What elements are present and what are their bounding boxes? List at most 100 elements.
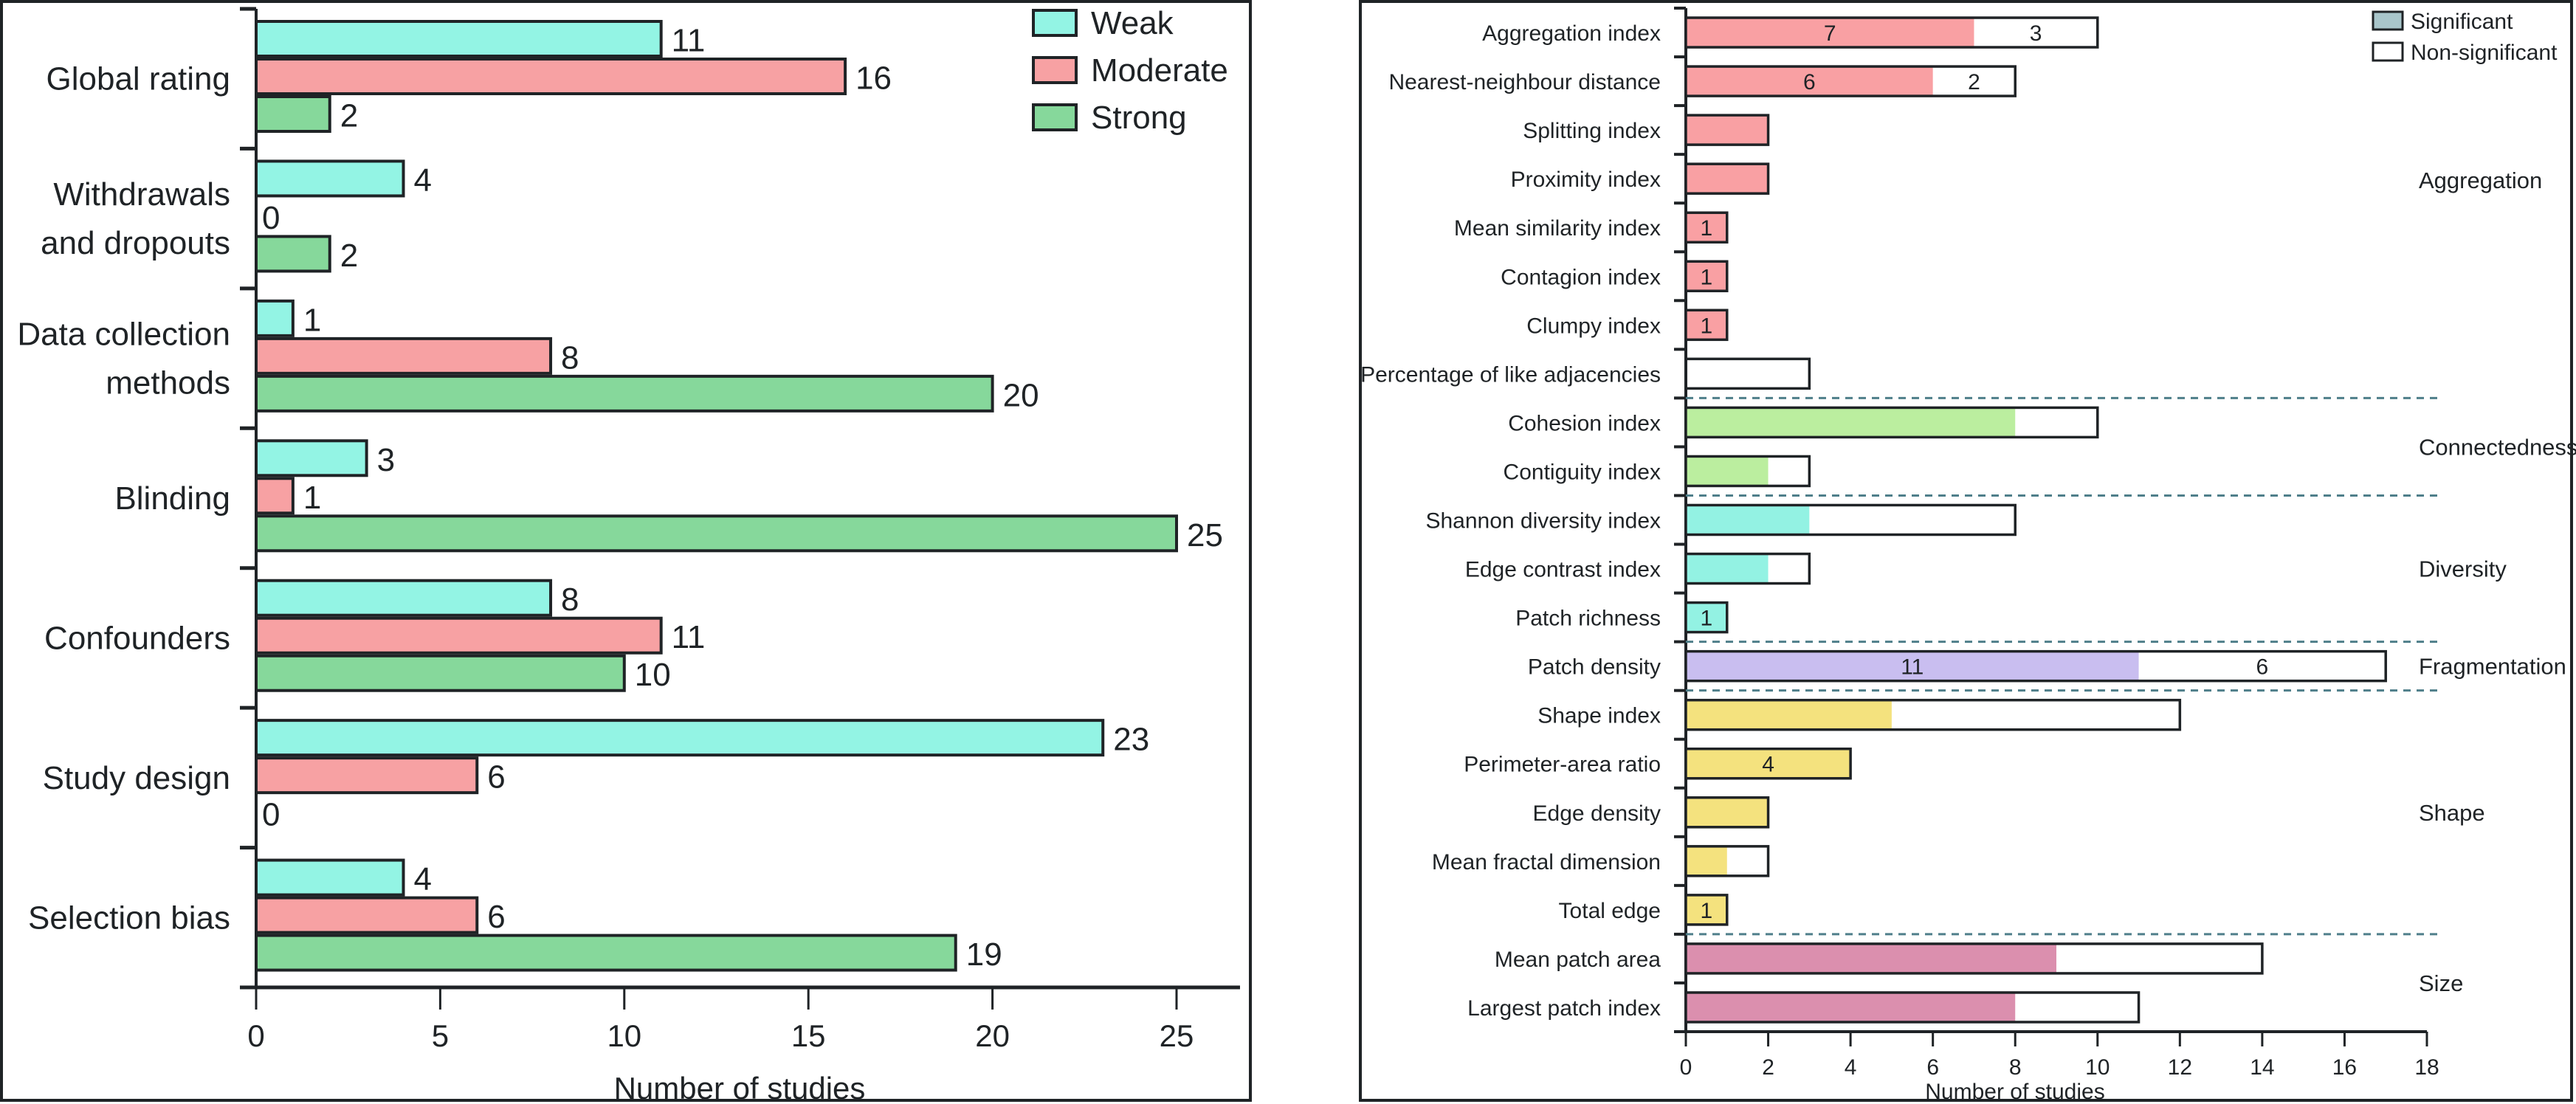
right-bar-total-outline	[1684, 845, 1770, 877]
right-bar-significant	[1686, 943, 2056, 973]
left-x-axis-title: Number of studies	[614, 1071, 866, 1104]
right-metric-label: Shape index	[1537, 704, 1661, 728]
right-x-tick-label: 18	[2414, 1055, 2439, 1080]
right-bar-nonsignificant-label: 2	[1968, 70, 1980, 94]
left-bar-weak	[255, 439, 368, 477]
left-x-tick-label: 15	[791, 1018, 826, 1053]
left-bar-value-label: 2	[340, 98, 358, 134]
right-metric-label: Clumpy index	[1526, 314, 1661, 338]
right-bar-significant	[1686, 505, 1810, 535]
right-metric-label: Contagion index	[1501, 265, 1661, 289]
right-bar-total-outline	[1684, 357, 1811, 390]
right-metric-label: Aggregation index	[1482, 21, 1661, 46]
right-bar-significant	[1686, 310, 1727, 340]
right-x-tick-label: 4	[1845, 1055, 1857, 1080]
left-bar-value-label: 4	[414, 861, 432, 897]
left-category-label: Study design	[43, 760, 230, 796]
right-metric-label: Patch density	[1528, 655, 1661, 680]
legend-swatch-weak	[1032, 9, 1078, 37]
left-category-label: Withdrawals	[53, 176, 230, 213]
left-bar-value-label: 1	[303, 480, 321, 516]
right-bar-total-outline	[1684, 894, 1729, 926]
legend-label-non-significant: Non-significant	[2411, 41, 2558, 65]
left-category-label: Blinding	[114, 480, 230, 517]
right-bar-significant-label: 1	[1701, 265, 1713, 289]
right-metric-label: Splitting index	[1523, 119, 1661, 143]
right-metric-label: Largest patch index	[1467, 996, 1661, 1021]
right-bar-total-outline	[1684, 552, 1811, 585]
right-bar-significant	[1686, 748, 1851, 779]
left-bar-value-label: 25	[1187, 517, 1223, 553]
right-metric-label: Proximity index	[1511, 168, 1661, 192]
left-bar-value-label: 2	[340, 238, 358, 274]
left-bar-weak	[255, 719, 1105, 757]
left-bar-strong	[255, 95, 331, 133]
right-metric-label: Nearest-neighbour distance	[1388, 70, 1661, 94]
legend-label-weak: Weak	[1091, 5, 1174, 41]
left-bar-value-label: 6	[487, 899, 505, 935]
right-bar-total-outline	[1684, 991, 2141, 1024]
right-bar-significant-label: 7	[1824, 21, 1836, 46]
right-metric-label: Mean patch area	[1495, 948, 1661, 972]
left-bar-value-label: 0	[262, 797, 280, 833]
right-metric-label: Edge density	[1533, 801, 1661, 826]
left-category-label: and dropouts	[41, 225, 230, 261]
left-bar-moderate	[255, 896, 479, 934]
left-bar-value-label: 8	[561, 339, 579, 376]
left-bar-value-label: 8	[561, 582, 579, 618]
left-x-tick-label: 5	[432, 1018, 449, 1053]
right-bar-significant-label: 1	[1701, 314, 1713, 338]
right-bar-total-outline	[1684, 698, 2182, 731]
right-bar-significant	[1686, 992, 2016, 1022]
left-bar-moderate	[255, 756, 479, 795]
left-x-tick-label: 25	[1160, 1018, 1194, 1053]
legend-label-strong: Strong	[1091, 100, 1187, 136]
left-bar-value-label: 11	[672, 23, 706, 59]
legend-swatch-moderate	[1032, 56, 1078, 84]
right-bar-significant-label: 11	[1901, 655, 1924, 680]
left-bar-value-label: 10	[635, 657, 671, 693]
right-bar-significant-label: 1	[1701, 216, 1713, 241]
left-bar-weak	[255, 299, 295, 337]
legend-swatch-strong	[1032, 103, 1078, 131]
right-bar-total-outline	[1684, 796, 1770, 829]
right-bar-significant	[1686, 407, 2016, 438]
right-metric-label: Perimeter-area ratio	[1464, 753, 1661, 777]
right-x-tick-label: 10	[2085, 1055, 2110, 1080]
left-bar-moderate	[255, 337, 553, 375]
right-bar-total-outline	[1684, 162, 1770, 195]
right-bar-total-outline	[1684, 65, 2017, 97]
left-category-label: Global rating	[47, 61, 230, 97]
left-bar-value-label: 1	[303, 302, 321, 338]
left-bar-moderate	[255, 58, 847, 95]
right-x-tick-label: 0	[1680, 1055, 1692, 1080]
legend-swatch-non-significant	[2372, 41, 2404, 62]
left-bar-value-label: 19	[966, 936, 1002, 973]
right-bar-significant-label: 1	[1701, 607, 1713, 631]
right-bar-total-outline	[1684, 260, 1729, 293]
right-bar-significant-label: 4	[1762, 753, 1774, 777]
right-bar-total-outline	[1684, 308, 1729, 342]
right-metric-label: Cohesion index	[1508, 411, 1661, 435]
right-x-tick-label: 6	[1926, 1055, 1939, 1080]
left-bar-strong	[255, 934, 957, 972]
right-bar-significant	[1686, 651, 2139, 681]
right-x-tick-label: 16	[2332, 1055, 2357, 1080]
right-bar-significant	[1686, 115, 1769, 145]
left-bar-strong	[255, 514, 1178, 553]
left-bar-strong	[255, 654, 626, 692]
left-category-label: Confounders	[44, 620, 230, 656]
left-bar-weak	[255, 159, 405, 198]
left-bar-value-label: 6	[487, 759, 505, 796]
right-bar-significant	[1686, 164, 1769, 194]
left-bar-value-label: 23	[1113, 722, 1149, 758]
right-metric-label: Patch richness	[1515, 607, 1661, 631]
left-bar-value-label: 16	[855, 61, 892, 97]
right-bar-total-outline	[1684, 601, 1729, 634]
right-bar-total-outline	[1684, 455, 1811, 488]
right-bar-significant	[1686, 18, 1974, 48]
left-bar-value-label: 4	[414, 162, 432, 199]
